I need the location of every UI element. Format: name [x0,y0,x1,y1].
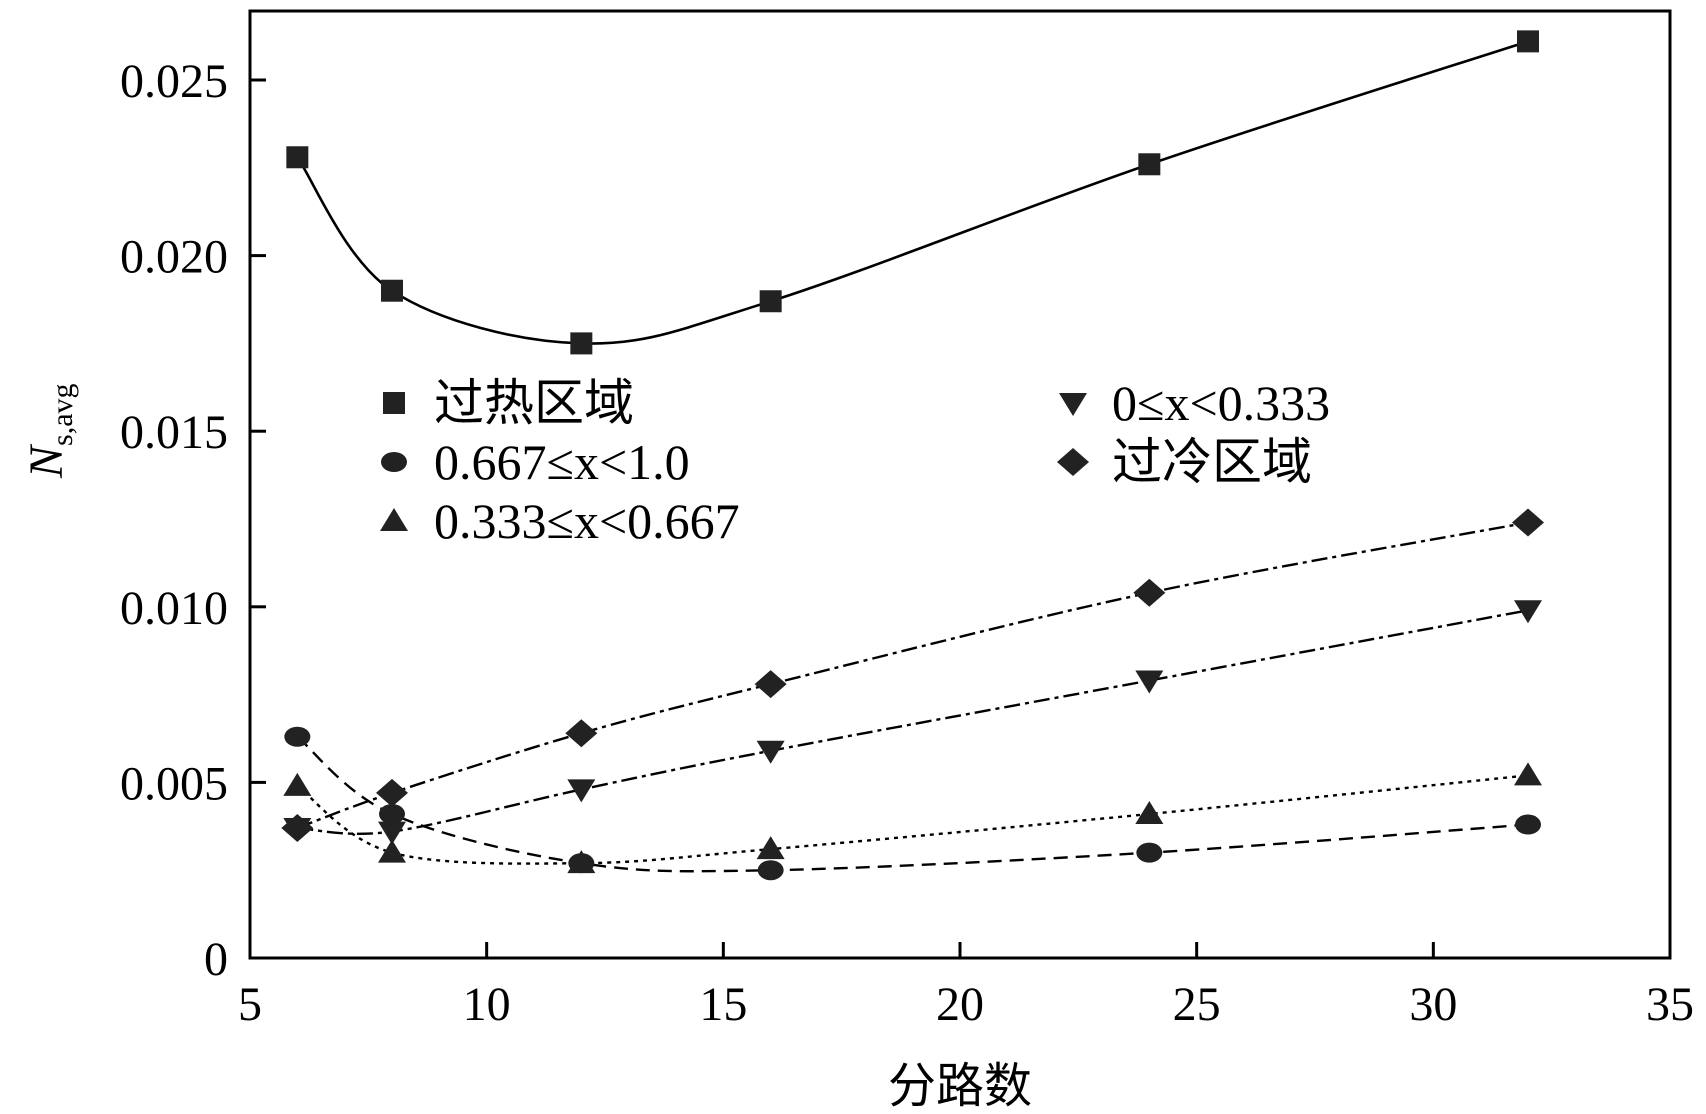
marker-superheated [381,279,403,302]
legend-marker [1057,448,1089,476]
legend-label: 过冷区域 [1112,434,1312,490]
marker-x-0-0333 [378,821,406,845]
marker-x-0333-0667 [567,850,596,874]
series-line-x-0-0333 [297,609,1529,835]
legend-marker [383,392,405,414]
series-line-subcooled [296,521,1529,830]
series-line-x-0333-0667 [296,774,1529,865]
y-axis-label-main: N [20,443,73,479]
y-tick-label: 0.010 [120,582,228,635]
marker-superheated [570,332,593,355]
marker-x-0667-10 [1136,842,1163,863]
y-tick-label: 0.005 [120,757,228,810]
x-axis-label: 分路数 [888,1060,1032,1113]
marker-x-0-0333 [1135,670,1164,694]
marker-subcooled [1512,508,1544,537]
marker-superheated [286,146,309,169]
x-tick-label: 5 [238,978,262,1031]
y-ticks: 0 0.005 0.010 0.015 0.020 0.025 [120,55,266,986]
legend-label: 0.667≤x<1.0 [434,434,690,490]
marker-x-0667-10 [284,726,311,747]
marker-subcooled [281,814,314,843]
marker-x-0333-0667 [1514,762,1542,786]
series-line-x-0667-10 [296,735,1529,873]
marker-x-0333-0667 [1135,801,1164,825]
x-tick-label: 35 [1646,978,1694,1031]
marker-subcooled [754,670,787,699]
marker-x-0667-10 [757,860,784,881]
legend-label: 0≤x<0.333 [1112,375,1330,431]
marker-x-0333-0667 [756,836,785,860]
series-line-superheated [296,40,1529,345]
legend-marker [380,508,408,531]
marker-subcooled [1133,578,1166,607]
y-axis-label: Ns,avg [20,383,79,479]
x-tick-label: 25 [1173,978,1221,1031]
marker-subcooled [565,719,598,748]
marker-x-0-0333 [567,779,596,803]
x-tick-label: 20 [936,978,984,1031]
x-tick-label: 15 [699,978,747,1031]
legend-marker [381,452,407,472]
legend-marker [1059,393,1087,416]
legend-label: 过热区域 [434,375,634,431]
marker-x-0333-0667 [378,839,406,863]
marker-x-0667-10 [379,804,405,825]
series-markers [281,30,1544,881]
y-tick-label: 0 [204,933,228,986]
y-axis-label-sub: s,avg [46,383,79,446]
y-tick-label: 0.015 [120,406,228,459]
x-ticks: 5 10 15 20 25 30 35 [238,942,1694,1031]
marker-x-0-0333 [756,740,785,764]
x-tick-label: 30 [1409,978,1457,1031]
x-tick-label: 10 [463,978,511,1031]
marker-superheated [1517,30,1539,53]
marker-superheated [1138,153,1161,176]
marker-x-0333-0667 [283,772,312,796]
marker-x-0667-10 [1515,814,1541,835]
marker-subcooled [376,778,408,807]
legend-label: 0.333≤x<0.667 [434,493,740,549]
marker-x-0-0333 [1514,600,1542,624]
marker-superheated [759,290,782,313]
y-tick-label: 0.020 [120,231,228,284]
y-tick-label: 0.025 [120,55,228,108]
